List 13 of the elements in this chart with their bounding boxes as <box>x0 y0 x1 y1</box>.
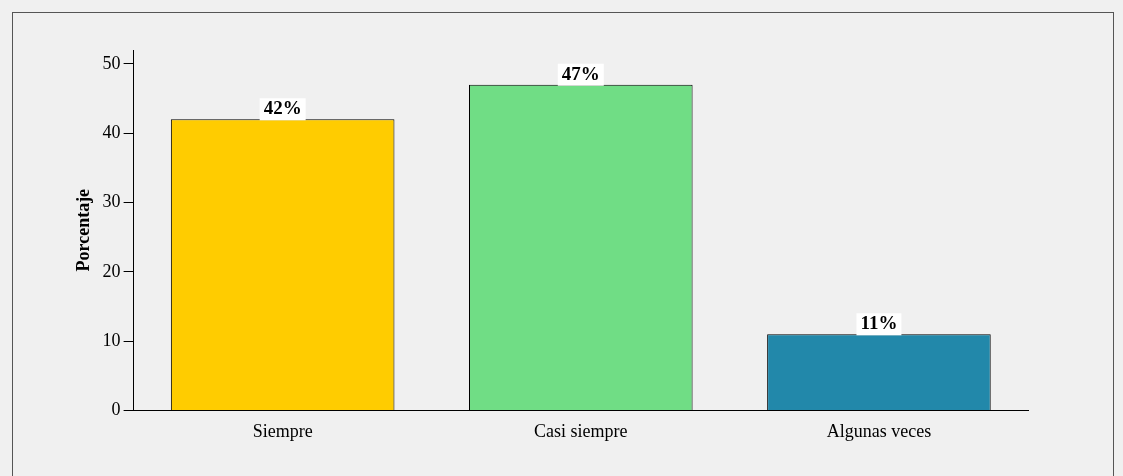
y-tick-label: 50 <box>102 52 121 73</box>
data-label: 47% <box>561 62 600 84</box>
y-tick-label: 10 <box>102 329 121 350</box>
y-axis-title: Porcentaje <box>73 188 94 272</box>
y-tick-label: 30 <box>102 191 121 212</box>
y-tick-label: 40 <box>102 121 121 142</box>
y-tick-label: 20 <box>102 260 121 281</box>
x-tick-label: Siempre <box>252 420 313 441</box>
x-tick-label: Algunas veces <box>826 420 932 441</box>
y-tick-label: 0 <box>111 399 121 420</box>
data-label: 42% <box>263 97 302 119</box>
data-label: 11% <box>860 312 898 334</box>
x-tick-label: Casi siempre <box>534 420 628 441</box>
